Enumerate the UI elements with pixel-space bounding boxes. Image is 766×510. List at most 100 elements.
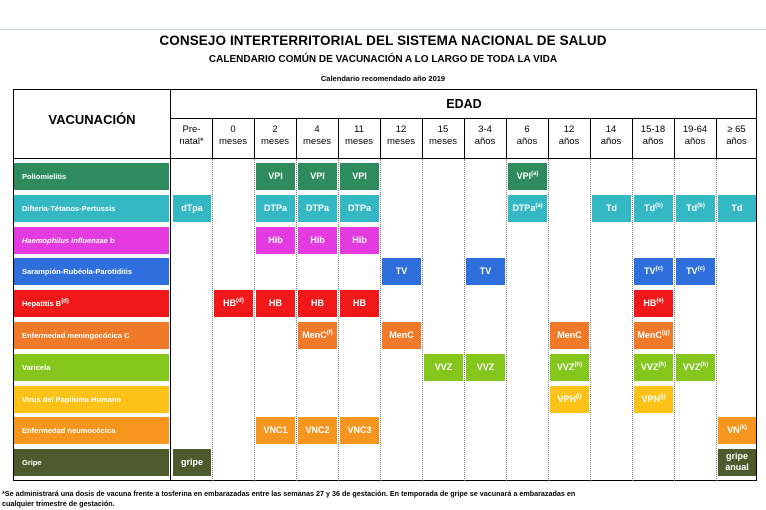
footnote-marker: (b) [655,203,663,209]
age-column-gridline [716,159,717,481]
age-column-divider [338,118,339,158]
dose-text: anual [725,462,749,472]
age-unit: meses [303,136,331,147]
age-column-header: 15 meses [422,124,464,148]
age-value: 12 [563,124,575,135]
vaccine-label: Gripe [14,449,169,476]
vaccine-dose-cell: HB [298,290,337,317]
age-column-divider [380,118,381,158]
age-column-header: 2 meses [254,124,296,148]
vaccine-label: Enfermedad neumocócica [14,417,169,444]
age-value: 15-18 [640,124,666,135]
vaccine-dose-cell: HB(d) [214,290,253,317]
vaccine-dose-cell: MenC(g) [634,322,673,349]
age-column-header: 14 años [590,124,632,148]
age-column-gridline [296,159,297,481]
age-value: 6 [524,124,530,135]
vaccine-dose-cell: VPH(i) [550,386,589,413]
vaccine-dose-cell: Td(b) [676,195,715,222]
footnote-marker: (e) [656,298,664,304]
age-column-divider [464,118,465,158]
page-title: CONSEJO INTERTERRITORIAL DEL SISTEMA NAC… [159,33,607,48]
vaccine-dose-cell: VNC2 [298,417,337,444]
age-column-divider [212,118,213,158]
footnote-marker: (a) [531,171,539,177]
vaccine-dose-cell: TV [466,258,505,285]
age-column-gridline [254,159,255,481]
age-unit: años [558,136,580,147]
vaccine-label: Sarampión-Rubéola-Parotiditis [14,258,169,285]
age-column-header: 19-64 años [674,124,716,148]
age-column-divider [422,118,423,158]
vaccine-dose-cell: Hib [298,227,337,254]
vaccine-label: Virus del Papiloma Humano [14,386,169,413]
age-column-header: 3-4 años [464,124,506,148]
vaccine-dose-cell: VVZ(h) [676,354,715,381]
age-unit: meses [429,136,457,147]
footnote-marker: (j) [659,394,666,400]
vaccination-header: VACUNACIÓN [48,112,136,127]
vaccine-label: Hepatitis B(d) [14,290,169,317]
age-column-gridline [212,159,213,481]
vaccine-dose-cell: VPI(a) [508,163,547,190]
footnote-marker: (a) [535,203,543,209]
age-column-header: Pre-natal* [171,124,212,148]
age-unit: años [726,136,747,147]
age-column-divider [632,118,633,158]
age-column-gridline [506,159,507,481]
vaccine-dose-cell: Td(b) [634,195,673,222]
age-value: 14 [605,124,617,135]
age-value: 12 [395,124,407,135]
footnote-marker: (f) [326,330,333,336]
age-unit: años [684,136,706,147]
vaccine-dose-cell: VPI [298,163,337,190]
age-value: 3-4 [478,124,492,135]
vaccine-dose-cell: DTPa [256,195,295,222]
age-value: 2 [272,124,278,135]
vaccine-dose-cell: Hib [340,227,379,254]
age-unit: natal* [179,136,204,147]
footnote-marker: (b) [697,203,705,209]
footnote-marker: (i) [575,394,582,400]
footnote-marker: (h) [574,362,583,368]
age-column-header: 6 años [506,124,548,148]
footnote-marker: (d) [236,298,244,304]
age-column-divider [716,118,717,158]
vaccine-dose-cell: HB(e) [634,290,673,317]
vaccine-dose-cell: TV [382,258,421,285]
age-value: ≥ 65 [727,124,746,135]
age-unit: meses [345,136,373,147]
age-column-header: 0 meses [212,124,254,148]
age-column-gridline [674,159,675,481]
age-value: 19-64 [682,124,708,135]
age-unit: años [642,136,664,147]
vaccine-dose-cell: VNC3 [340,417,379,444]
age-unit: años [516,136,538,147]
vaccine-dose-cell: DTPa [298,195,337,222]
age-column-divider [296,118,297,158]
age-value: 15 [437,124,449,135]
vaccine-dose-cell: MenC [382,322,421,349]
vaccine-dose-cell: VPI [256,163,295,190]
age-column-gridline [632,159,633,481]
age-column-header: 4 meses [296,124,338,148]
age-column-gridline [548,159,549,481]
header-divider-bottom [13,158,757,160]
vaccine-label: Varicela [14,354,169,381]
vaccine-label: Enfermedad meningocócica C [14,322,169,349]
vaccine-dose-cell: MenC(f) [298,322,337,349]
age-column-header: ≥ 65 años [716,124,757,148]
vaccine-label: Haemophilus influenzae b [14,227,169,254]
vaccine-dose-cell: VNC1 [256,417,295,444]
age-value: 0 [230,124,236,135]
age-column-gridline [422,159,423,481]
vaccine-label: Difteria-Tétanos-Pertussis [14,195,169,222]
vaccine-dose-cell: dTpa [173,195,211,222]
footnote-line-1: *Se administrará una dosis de vacuna fre… [2,489,576,498]
footnote: *Se administrará una dosis de vacuna fre… [2,489,766,509]
age-value: 11 [354,124,364,135]
vaccine-dose-cell: Td [718,195,756,222]
age-column-divider [590,118,591,158]
vaccine-dose-cell: VN(k) [718,417,756,444]
vaccine-dose-cell: VVZ [424,354,463,381]
